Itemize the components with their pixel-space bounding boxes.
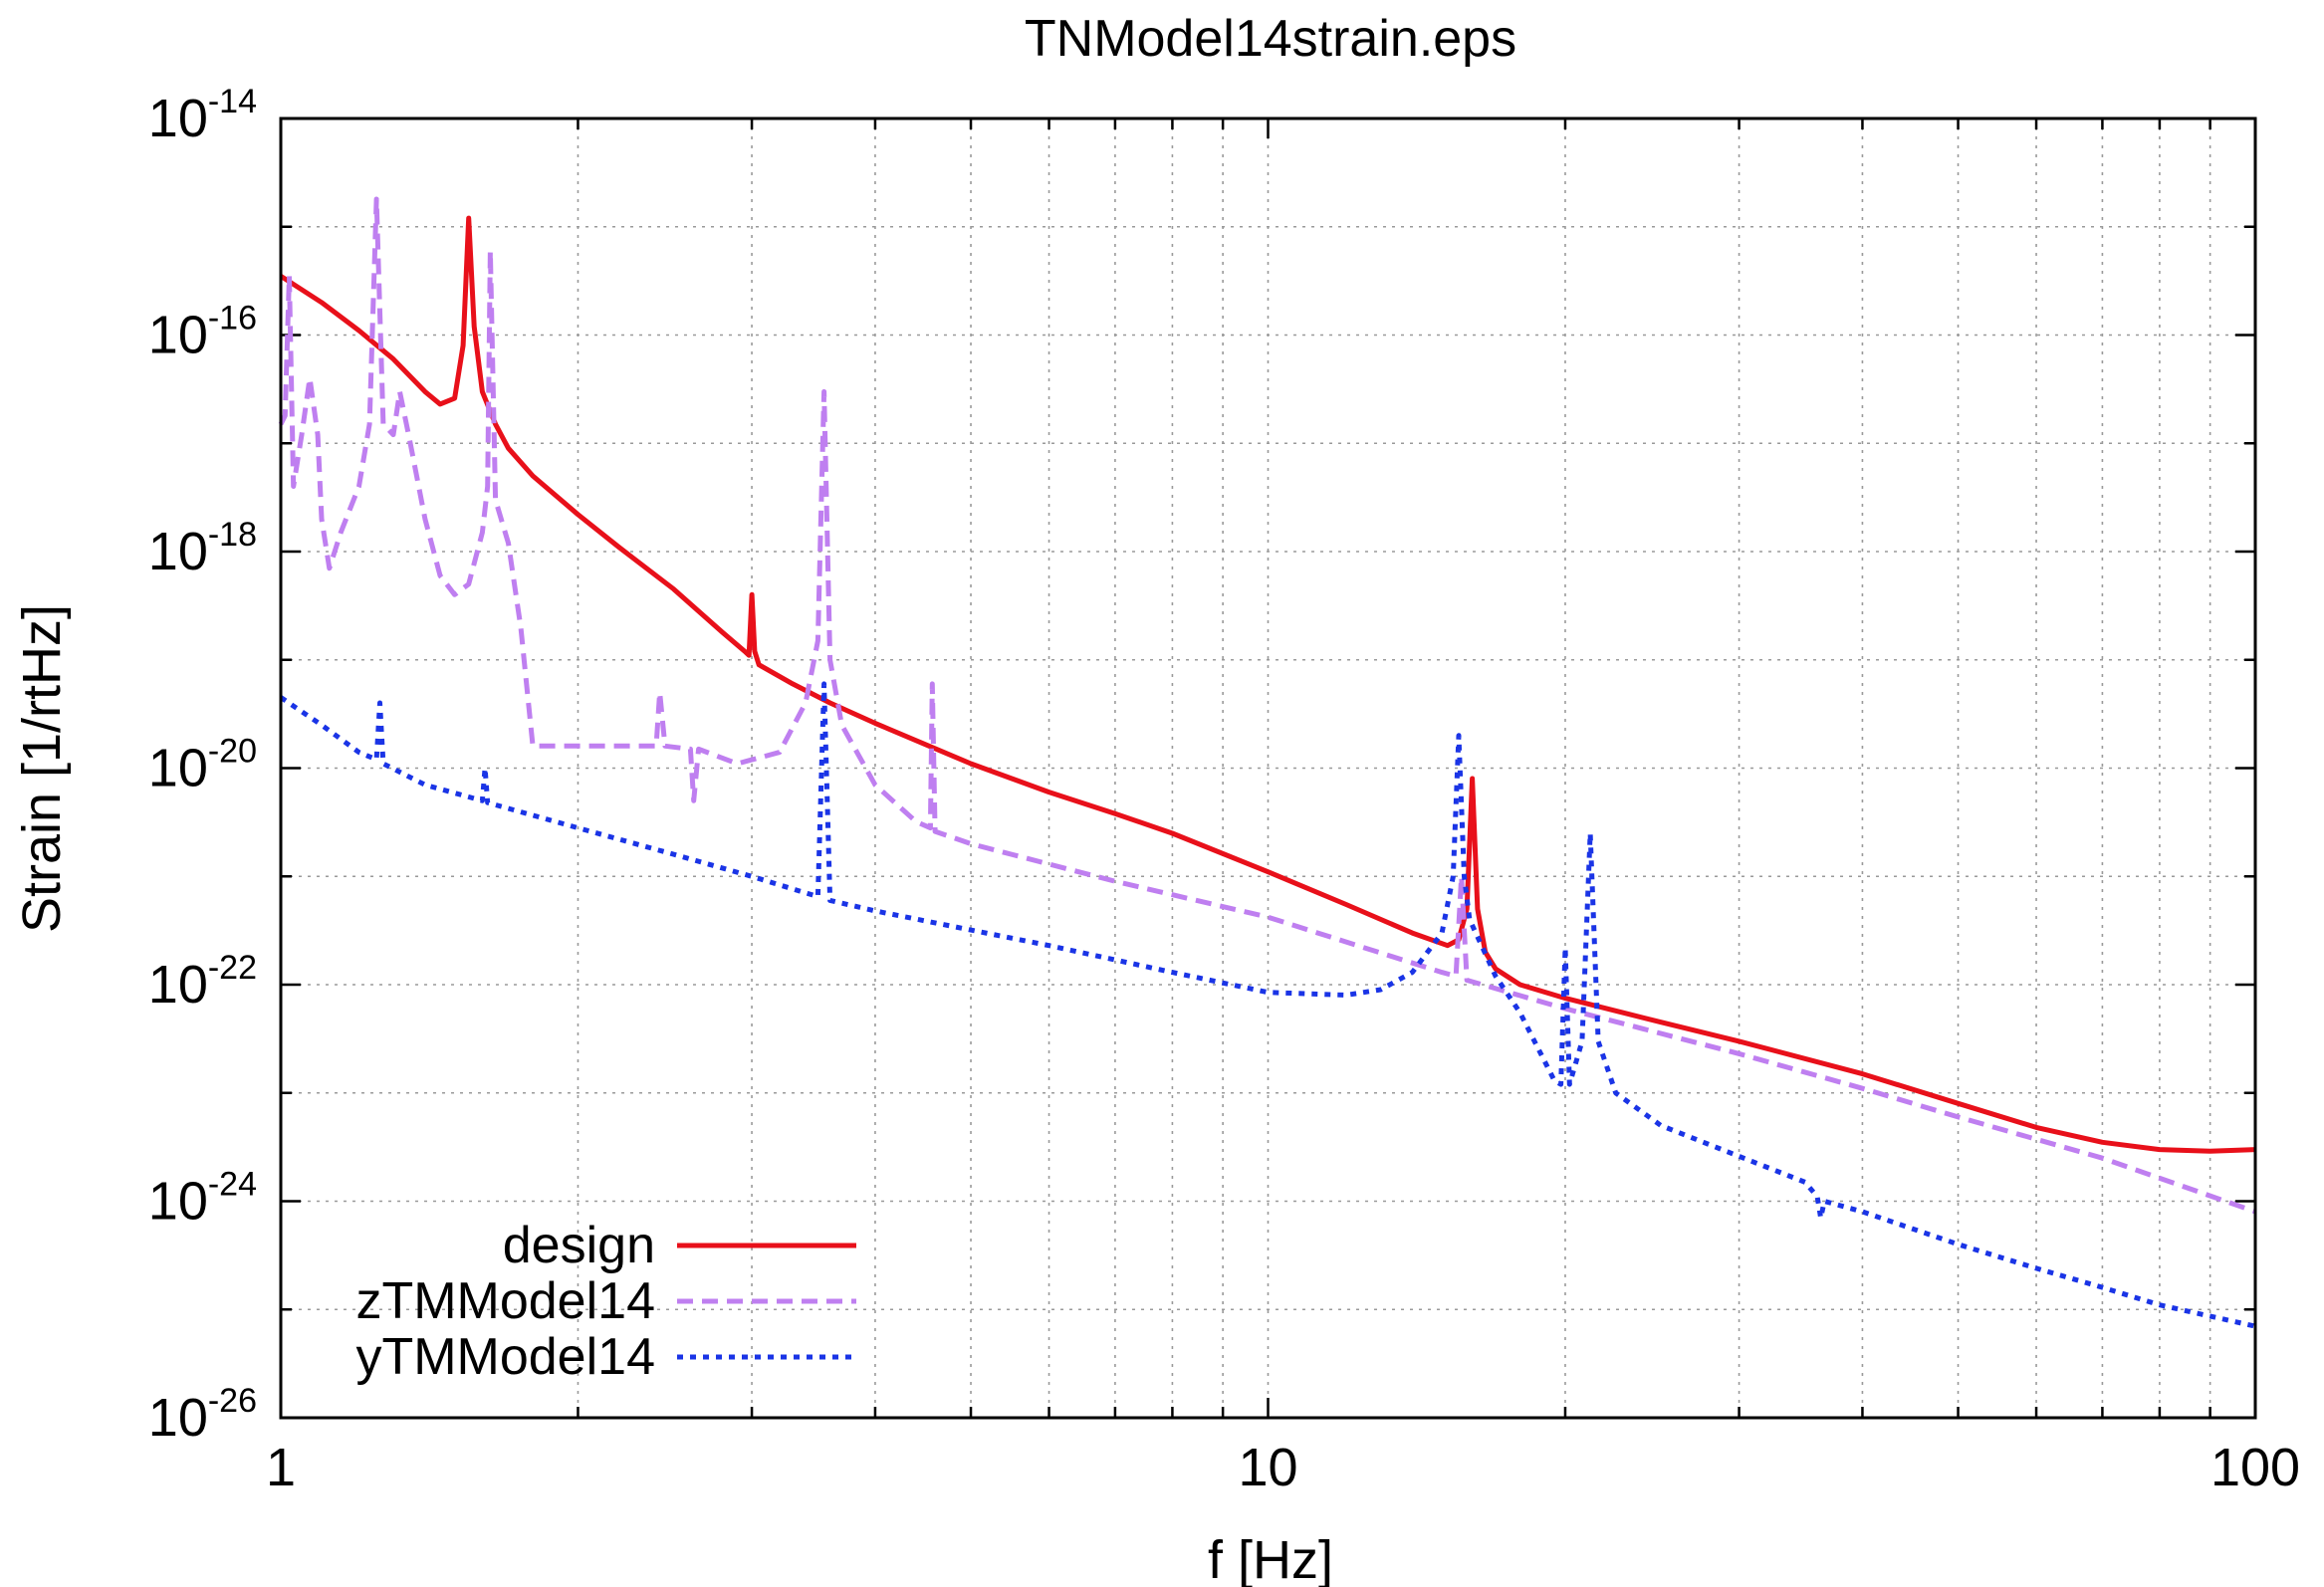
legend-label: yTMModel14 bbox=[355, 1328, 655, 1386]
chart-title: TNModel14strain.eps bbox=[1025, 10, 1516, 68]
legend-label: zTMModel14 bbox=[355, 1272, 655, 1330]
x-tick-label: 1 bbox=[266, 1438, 296, 1497]
x-axis-label: f [Hz] bbox=[1208, 1530, 1333, 1587]
legend-label: design bbox=[503, 1217, 655, 1274]
x-tick-label: 100 bbox=[2210, 1438, 2300, 1497]
y-axis-label: Strain [1/rtHz] bbox=[12, 604, 72, 933]
x-tick-label: 10 bbox=[1238, 1438, 1297, 1497]
